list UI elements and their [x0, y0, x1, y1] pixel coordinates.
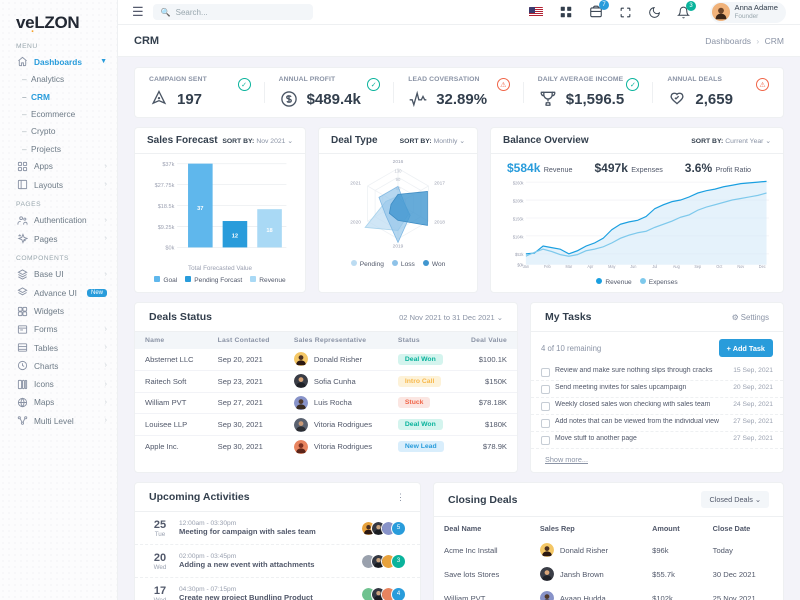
svg-text:$260k: $260k — [513, 180, 524, 186]
svg-text:$104k: $104k — [513, 234, 524, 240]
svg-text:90: 90 — [396, 177, 401, 182]
svg-text:2020: 2020 — [350, 220, 361, 226]
svg-text:$52k: $52k — [515, 252, 524, 258]
svg-text:$27.75k: $27.75k — [155, 183, 175, 189]
svg-text:2018: 2018 — [434, 220, 445, 226]
svg-text:$9.25k: $9.25k — [158, 225, 175, 231]
svg-text:Jul: Jul — [652, 263, 657, 269]
svg-text:18: 18 — [266, 228, 272, 234]
svg-text:$208k: $208k — [513, 198, 524, 204]
svg-text:Jun: Jun — [630, 263, 637, 269]
svg-text:Apr: Apr — [587, 263, 593, 269]
svg-text:Oct: Oct — [716, 263, 723, 269]
svg-text:2021: 2021 — [350, 180, 361, 186]
svg-text:12: 12 — [232, 233, 238, 239]
svg-text:Mar: Mar — [566, 263, 573, 269]
svg-text:130: 130 — [394, 168, 402, 173]
svg-text:2016: 2016 — [393, 159, 404, 165]
svg-text:Feb: Feb — [544, 263, 551, 269]
svg-text:$156k: $156k — [513, 216, 524, 222]
svg-text:$18.5k: $18.5k — [158, 204, 175, 210]
svg-text:2019: 2019 — [393, 244, 404, 250]
svg-text:May: May — [608, 263, 616, 269]
svg-text:$0k: $0k — [165, 246, 174, 252]
svg-text:$37k: $37k — [162, 162, 174, 168]
svg-text:37: 37 — [197, 206, 203, 212]
svg-text:Nov: Nov — [737, 263, 745, 269]
svg-text:Dec: Dec — [759, 263, 767, 269]
svg-text:Jan: Jan — [523, 263, 530, 269]
svg-text:2017: 2017 — [434, 180, 445, 186]
svg-text:Sep: Sep — [694, 263, 701, 269]
svg-text:Aug: Aug — [673, 263, 680, 269]
